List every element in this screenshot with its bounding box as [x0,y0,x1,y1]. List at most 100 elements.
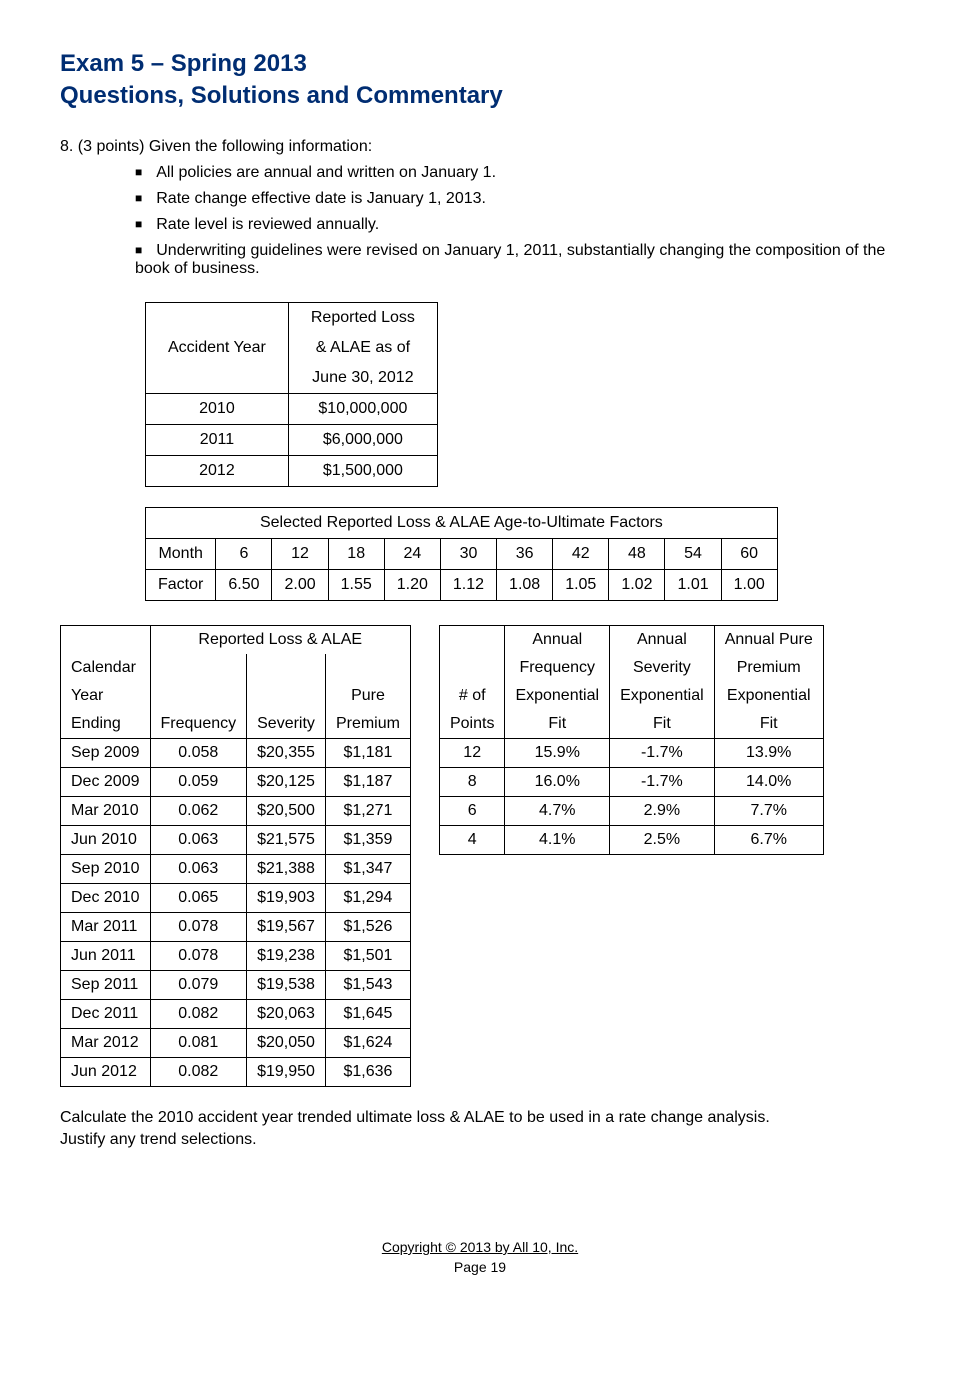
cell: $1,359 [325,826,410,855]
blank [150,654,247,682]
cell: 2011 [146,425,289,456]
cell: Mar 2010 [61,797,151,826]
cell: 4.7% [505,797,610,826]
cell: 0.063 [150,826,247,855]
cell: 14.0% [714,768,823,797]
cell: 1.08 [497,570,553,601]
col-header: Fit [505,710,610,739]
cell: Mar 2012 [61,1029,151,1058]
cell: 6 [216,539,272,570]
cell: 12 [272,539,328,570]
cell: $1,624 [325,1029,410,1058]
col-header: Premium [714,654,823,682]
cell: $20,050 [247,1029,326,1058]
cell: Dec 2011 [61,1000,151,1029]
cell: 7.7% [714,797,823,826]
col-header: Severity [610,654,715,682]
cell: 0.081 [150,1029,247,1058]
instruction-line2: Justify any trend selections. [60,1131,900,1149]
col-header: Year [61,682,151,710]
col-header: Severity [247,710,326,739]
cell: 0.078 [150,942,247,971]
accident-year-table: Accident Year Reported Loss & ALAE as of… [145,302,438,487]
cell: $19,538 [247,971,326,1000]
cell: $19,238 [247,942,326,971]
cell: $1,543 [325,971,410,1000]
table-title: Selected Reported Loss & ALAE Age-to-Ult… [146,508,778,539]
instruction-line1: Calculate the 2010 accident year trended… [60,1109,900,1127]
cell: Sep 2009 [61,739,151,768]
cell: 6 [439,797,504,826]
cell: 8 [439,768,504,797]
cell: 1.00 [721,570,777,601]
col-header: Ending [61,710,151,739]
cell: 24 [384,539,440,570]
cell: 6.7% [714,826,823,855]
fit-table: Annual Annual Annual Pure Frequency Seve… [439,625,824,855]
table-title: Reported Loss & ALAE [150,626,410,655]
col-header: & ALAE as of [288,333,437,363]
blank [325,654,410,682]
cell: $20,500 [247,797,326,826]
calendar-table: Reported Loss & ALAE Calendar Year Pure … [60,625,411,1087]
cell: $6,000,000 [288,425,437,456]
question-intro: 8. (3 points) Given the following inform… [60,138,900,156]
cell: Dec 2009 [61,768,151,797]
bullet-item: All policies are annual and written on J… [135,164,900,182]
cell: 2010 [146,394,289,425]
cell: Jun 2011 [61,942,151,971]
blank [61,626,151,655]
cell: 30 [440,539,496,570]
cell: 18 [328,539,384,570]
cell: 0.065 [150,884,247,913]
exam-title-line2: Questions, Solutions and Commentary [60,82,900,110]
cell: $21,575 [247,826,326,855]
col-header: Points [439,710,504,739]
cell: 4 [439,826,504,855]
cell: $1,271 [325,797,410,826]
col-header: Pure [325,682,410,710]
cell: 6.50 [216,570,272,601]
cell: 42 [553,539,609,570]
cell: $20,063 [247,1000,326,1029]
cell: $19,567 [247,913,326,942]
col-header: Exponential [505,682,610,710]
cell: 1.01 [665,570,721,601]
cell: 0.059 [150,768,247,797]
cell: 54 [665,539,721,570]
col-header: Calendar [61,654,151,682]
col-header: Fit [714,710,823,739]
cell: 0.062 [150,797,247,826]
col-header: Annual [505,626,610,655]
col-header: # of [439,682,504,710]
bullet-list: All policies are annual and written on J… [135,164,900,278]
cell: 0.058 [150,739,247,768]
cell: $1,294 [325,884,410,913]
col-header: Exponential [714,682,823,710]
col-header: Premium [325,710,410,739]
cell: 0.063 [150,855,247,884]
cell: 1.05 [553,570,609,601]
cell: $1,501 [325,942,410,971]
cell: $1,500,000 [288,456,437,487]
cell: $20,125 [247,768,326,797]
blank [247,682,326,710]
col-header: Frequency [505,654,610,682]
col-header: Fit [610,710,715,739]
col-header: Annual [610,626,715,655]
cell: 60 [721,539,777,570]
copyright: Copyright © 2013 by All 10, Inc. [60,1239,900,1255]
blank [150,682,247,710]
cell: $21,388 [247,855,326,884]
cell: $1,636 [325,1058,410,1087]
cell: -1.7% [610,739,715,768]
exam-title-line1: Exam 5 – Spring 2013 [60,50,900,78]
cell: 2.00 [272,570,328,601]
cell: 16.0% [505,768,610,797]
cell: 1.02 [609,570,665,601]
cell: $1,347 [325,855,410,884]
cell: $10,000,000 [288,394,437,425]
cell: 4.1% [505,826,610,855]
bullet-item: Rate change effective date is January 1,… [135,190,900,208]
cell: 1.20 [384,570,440,601]
